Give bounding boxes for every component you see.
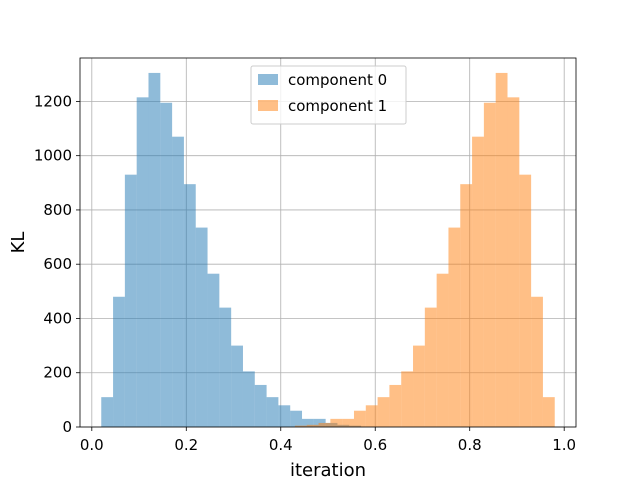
histogram-bar xyxy=(507,97,520,427)
series-component-1-bars xyxy=(294,72,555,428)
histogram-bar xyxy=(160,102,173,428)
histogram-bar xyxy=(413,345,425,427)
histogram-bar xyxy=(531,296,543,427)
legend-label-component-0: component 0 xyxy=(288,71,387,89)
histogram-bar xyxy=(278,405,291,427)
y-tick-label: 1000 xyxy=(34,147,72,165)
histogram-bar xyxy=(342,418,354,427)
x-axis-label: iteration xyxy=(290,460,366,480)
x-tick-label: 0.2 xyxy=(174,436,198,454)
histogram-bar xyxy=(483,102,496,428)
histogram-bar xyxy=(231,345,243,427)
histogram-bar xyxy=(330,418,343,427)
y-axis-ticks: 0 200 400 600 800 1000 1200 xyxy=(34,92,80,436)
x-tick-label: 1.0 xyxy=(552,436,576,454)
legend: component 0 component 1 xyxy=(250,65,407,125)
histogram-bar xyxy=(113,296,125,427)
histogram-bar xyxy=(460,184,473,427)
histogram-bar xyxy=(242,371,255,427)
y-tick-label: 0 xyxy=(62,418,72,436)
x-tick-label: 0.8 xyxy=(458,436,482,454)
x-tick-label: 0.0 xyxy=(80,436,104,454)
histogram-bar xyxy=(389,384,402,427)
histogram-bar xyxy=(302,418,314,427)
histogram-bar xyxy=(183,184,196,427)
histogram-bar xyxy=(318,422,331,427)
histogram-bar xyxy=(290,410,303,427)
histogram-bar xyxy=(148,72,161,427)
y-axis-label: KL xyxy=(8,232,29,254)
histogram-bar xyxy=(542,397,555,427)
histogram-bar xyxy=(136,97,149,427)
legend-swatch-component-1 xyxy=(258,100,278,111)
histogram-bar xyxy=(101,397,114,427)
legend-label-component-1: component 1 xyxy=(288,97,387,115)
series-component-0-bars xyxy=(101,72,362,428)
histogram-bar xyxy=(401,371,414,427)
histogram-bar xyxy=(195,227,208,427)
histogram-bar xyxy=(124,174,137,427)
y-tick-label: 200 xyxy=(43,364,72,382)
histogram-bar xyxy=(365,405,378,427)
x-tick-label: 0.4 xyxy=(269,436,293,454)
histogram-bar xyxy=(436,273,449,427)
y-tick-label: 1200 xyxy=(34,92,72,110)
histogram-bar xyxy=(306,424,319,427)
y-tick-label: 800 xyxy=(43,201,72,219)
histogram-bar xyxy=(495,72,508,427)
histogram-bar xyxy=(448,227,461,427)
y-tick-label: 600 xyxy=(43,255,72,273)
histogram-bar xyxy=(353,410,366,427)
histogram-bar xyxy=(472,136,484,427)
histogram-bar xyxy=(219,307,232,427)
y-tick-label: 400 xyxy=(43,309,72,327)
histogram-bar xyxy=(266,397,279,427)
legend-box xyxy=(250,65,407,125)
histogram-bar xyxy=(519,174,532,427)
histogram-bar xyxy=(172,136,184,427)
histogram-bar xyxy=(294,425,307,427)
histogram-bar xyxy=(377,397,390,427)
histogram-bar xyxy=(254,384,267,427)
legend-swatch-component-0 xyxy=(258,74,278,85)
x-axis-ticks: 0.0 0.2 0.4 0.6 0.8 1.0 xyxy=(80,427,576,454)
histogram-bar xyxy=(207,273,220,427)
plot-frame xyxy=(79,57,577,428)
histogram-bar xyxy=(424,307,437,427)
x-tick-label: 0.6 xyxy=(363,436,387,454)
